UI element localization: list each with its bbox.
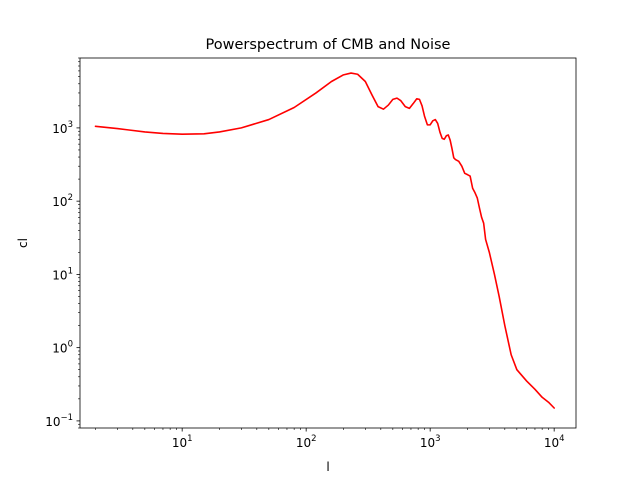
x-tick-label: 104	[544, 434, 565, 450]
y-tick-label: 102	[52, 193, 73, 209]
plot-area	[94, 72, 555, 409]
y-tick-label: 10−1	[45, 413, 73, 429]
y-tick-label: 101	[52, 266, 73, 282]
y-axis-label: cl	[16, 238, 30, 248]
axes-frame	[79, 57, 577, 429]
x-tick-label: 103	[420, 434, 441, 450]
y-tick-label: 103	[52, 120, 73, 136]
x-tick-label: 101	[172, 434, 193, 450]
y-tick-label: 100	[52, 340, 73, 356]
x-axis: 101 102 103 104	[95, 428, 565, 450]
y-axis: 10−1 100 101 102 103	[45, 57, 80, 429]
x-axis-label: l	[326, 460, 329, 474]
series-line-0	[94, 72, 555, 409]
x-tick-label: 102	[296, 434, 317, 450]
chart-title: Powerspectrum of CMB and Noise	[206, 37, 451, 53]
